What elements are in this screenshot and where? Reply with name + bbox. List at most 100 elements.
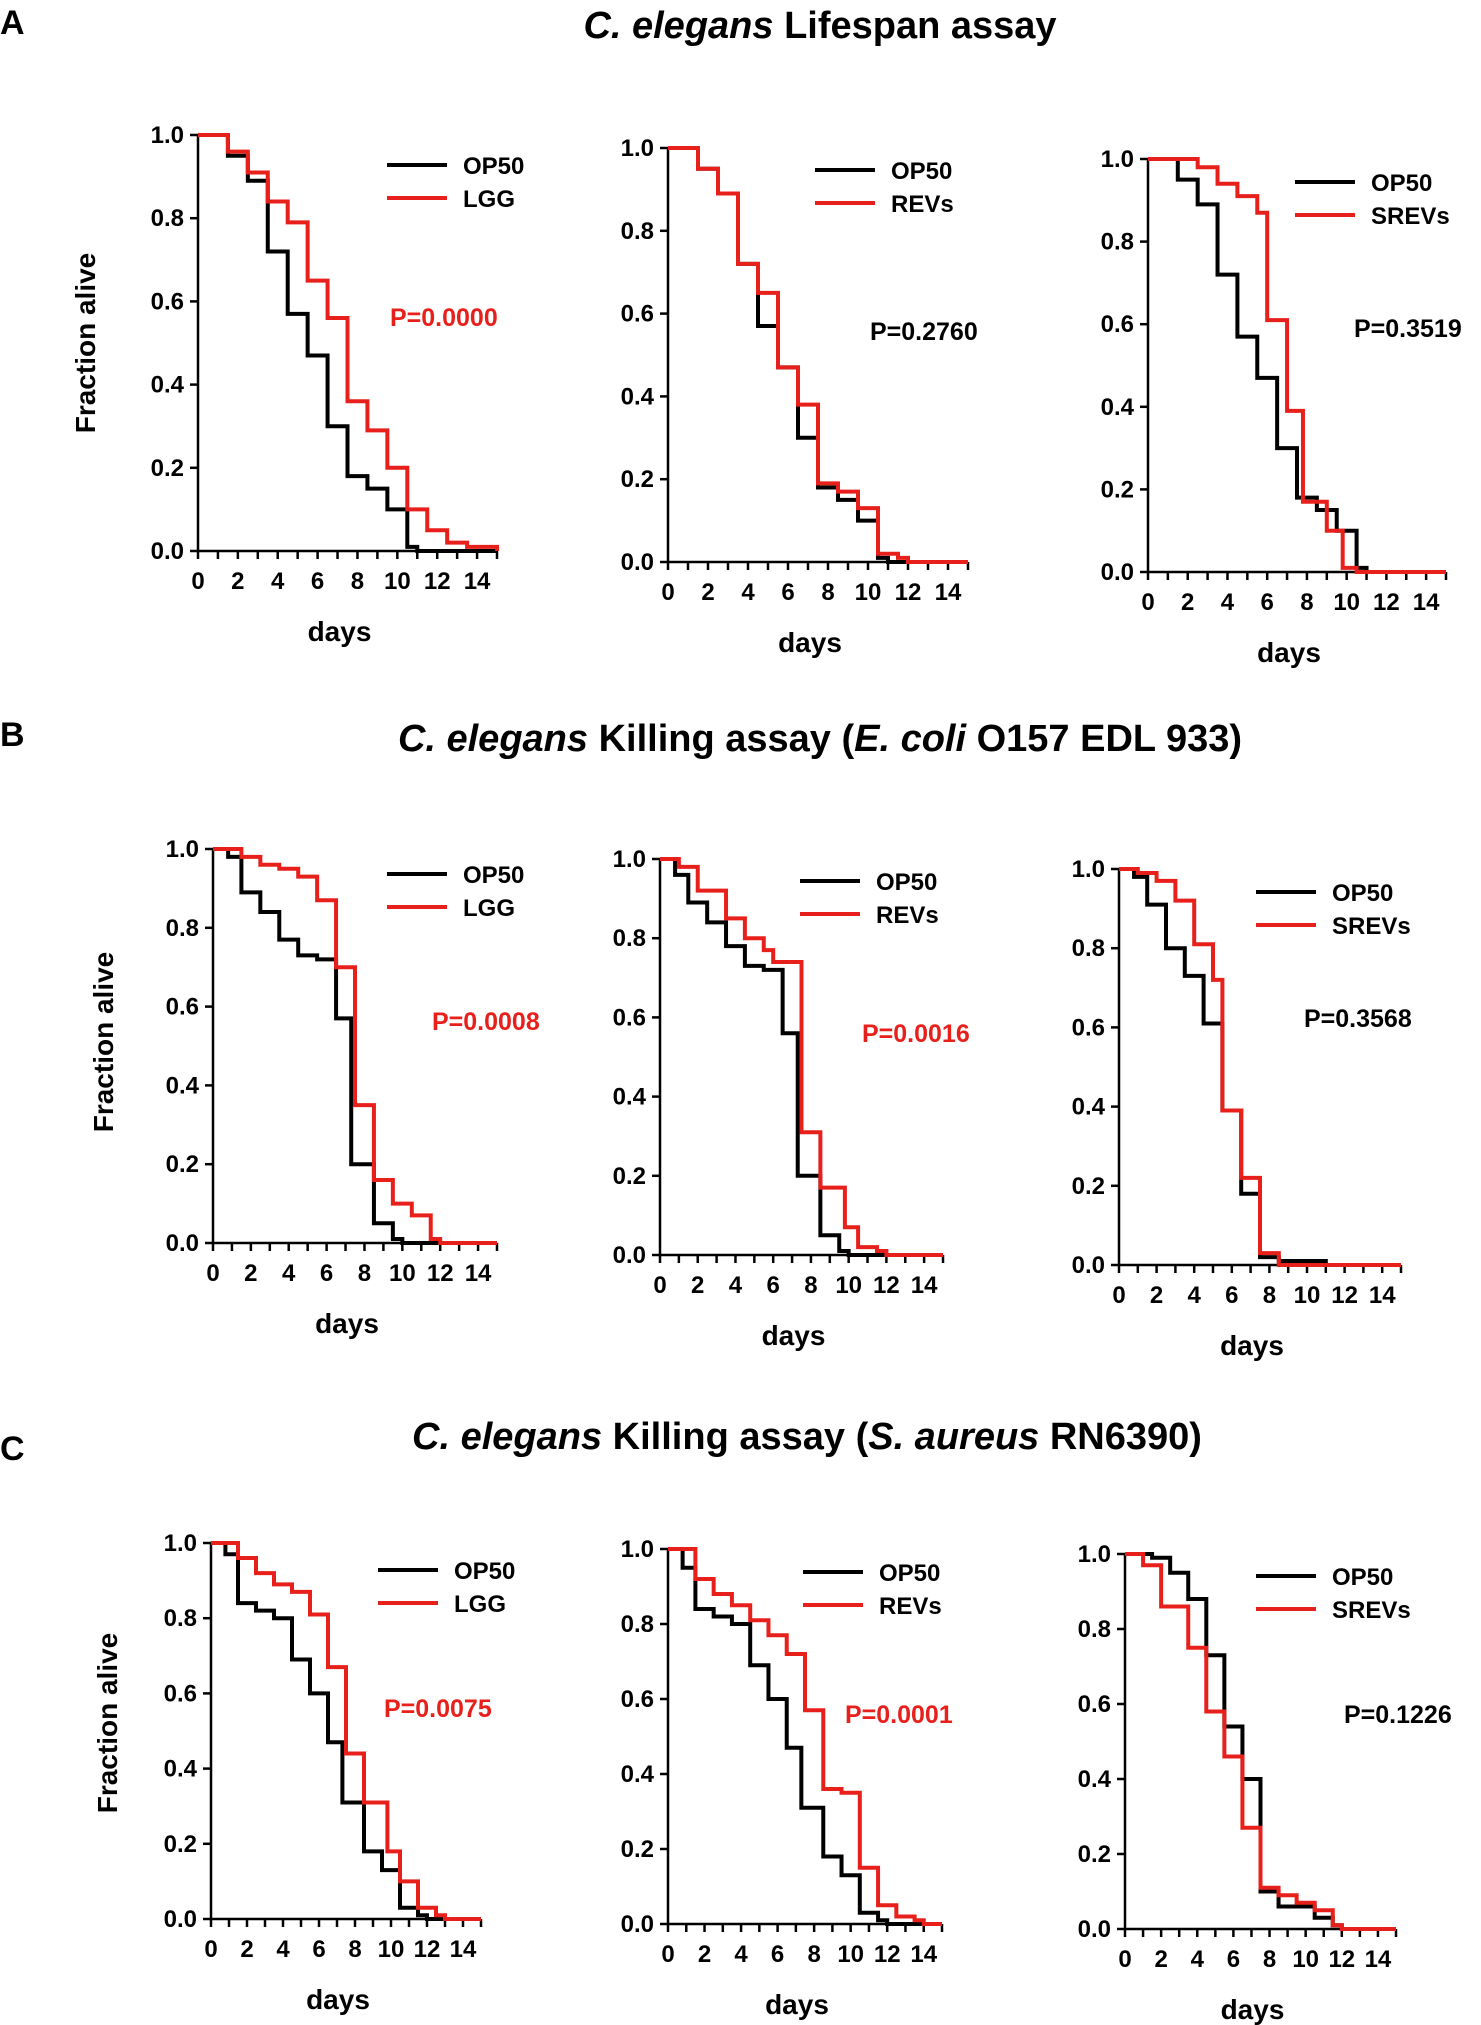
- y-tick-label: 0.2: [621, 466, 654, 493]
- chart-a1: 0.0 0.2 0.4 0.6 0.8 1.0 0 2 4 6 8 10 12 14 days Fractio…: [70, 122, 524, 647]
- y-tick-label: 0.0: [1078, 1916, 1111, 1943]
- x-tick-label: 2: [691, 1272, 704, 1299]
- x-axis-label: days: [778, 627, 842, 658]
- y-tick-label: 0.6: [613, 1004, 646, 1031]
- legend-label-op50: OP50: [454, 1558, 515, 1585]
- x-tick-label: 14: [1365, 1946, 1392, 1973]
- x-tick-label: 14: [465, 1260, 492, 1287]
- p-value-label: P=0.2760: [870, 318, 978, 346]
- legend-label-op50: OP50: [1371, 170, 1432, 197]
- y-tick-label: 0.4: [1101, 394, 1135, 421]
- y-tick-label: 0.2: [164, 1831, 197, 1858]
- x-tick-label: 4: [276, 1936, 290, 1963]
- p-value-label: P=0.0008: [432, 1008, 540, 1036]
- x-tick-label: 8: [807, 1941, 820, 1968]
- x-tick-label: 6: [1261, 589, 1274, 616]
- y-tick-label: 0.2: [1101, 476, 1134, 503]
- x-tick-label: 6: [311, 568, 324, 595]
- y-tick-label: 0.0: [1072, 1252, 1105, 1279]
- x-tick-label: 14: [911, 1272, 938, 1299]
- y-tick-label: 0.0: [621, 1911, 654, 1938]
- x-tick-label: 8: [804, 1272, 817, 1299]
- survival-curve-revs: [668, 1547, 942, 1926]
- x-tick-label: 12: [1331, 1282, 1358, 1309]
- x-tick-label: 0: [1112, 1282, 1125, 1309]
- y-tick-label: 0.6: [166, 994, 199, 1021]
- x-tick-label: 6: [767, 1272, 780, 1299]
- x-axis-label: days: [308, 616, 372, 647]
- chart-a2: 0.0 0.2 0.4 0.6 0.8 1.0 0 2 4 6 8 10 12 14 days OP50 REV…: [621, 135, 978, 658]
- section-title-part: S. aureus: [868, 1416, 1039, 1458]
- y-axis-label: Fraction alive: [92, 1633, 123, 1814]
- y-tick-label: 0.0: [621, 549, 654, 576]
- legend-label-op50: OP50: [463, 153, 524, 180]
- x-tick-label: 2: [698, 1941, 711, 1968]
- y-tick-label: 0.4: [151, 372, 185, 399]
- y-tick-label: 0.8: [164, 1605, 197, 1632]
- x-tick-label: 0: [1141, 589, 1154, 616]
- x-axis-label: days: [1257, 637, 1321, 668]
- x-tick-label: 4: [271, 568, 285, 595]
- x-tick-label: 2: [244, 1260, 257, 1287]
- chart-c3: 0.0 0.2 0.4 0.6 0.8 1.0 0 2 4 6 8 10 12 14 days OP50 SRE…: [1078, 1541, 1452, 2025]
- x-tick-label: 6: [312, 1936, 325, 1963]
- x-tick-label: 12: [1373, 589, 1400, 616]
- y-tick-label: 1.0: [164, 1530, 197, 1557]
- x-tick-label: 6: [1227, 1946, 1240, 1973]
- survival-charts: 0.00.20.40.60.81.00 2 4 6 8 10 12 14daysFractio…: [70, 122, 1462, 2025]
- chart-b1: 0.0 0.2 0.4 0.6 0.8 1.0 0 2 4 6 8 10 12 14 days Fractio…: [88, 836, 540, 1339]
- p-value-label: P=0.0016: [862, 1020, 970, 1048]
- y-tick-label: 0.4: [621, 383, 655, 410]
- legend-label-op50: OP50: [1332, 1564, 1393, 1591]
- survival-curve-lgg: [198, 133, 499, 551]
- y-tick-label: 1.0: [151, 122, 184, 149]
- legend-label-op50: OP50: [1332, 880, 1393, 907]
- y-tick-label: 0.6: [1101, 311, 1134, 338]
- p-value-label: P=0.3519: [1354, 315, 1462, 343]
- y-tick-label: 1.0: [613, 846, 646, 873]
- y-tick-label: 0.4: [613, 1084, 647, 1111]
- y-tick-label: 0.4: [166, 1072, 200, 1099]
- legend-label-srevs: SREVs: [1332, 913, 1411, 940]
- y-tick-label: 0.6: [621, 301, 654, 328]
- survival-curve-op50: [211, 1541, 481, 1921]
- legend-label-lgg: LGG: [454, 1591, 506, 1618]
- legend-label-lgg: LGG: [463, 186, 515, 213]
- x-tick-label: 10: [855, 579, 882, 606]
- chart-b3: 0.0 0.2 0.4 0.6 0.8 1.0 0 2 4 6 8 10 12 14 days OP50 SRE…: [1072, 856, 1412, 1361]
- section-title-part: Killing assay (: [602, 1416, 868, 1458]
- legend-label-revs: REVs: [876, 902, 939, 929]
- x-tick-label: 12: [427, 1260, 454, 1287]
- legend-label-revs: REVs: [891, 191, 954, 218]
- y-tick-label: 0.2: [1072, 1173, 1105, 1200]
- y-tick-label: 0.4: [621, 1761, 655, 1788]
- y-tick-label: 0.6: [1072, 1014, 1105, 1041]
- x-tick-label: 0: [191, 568, 204, 595]
- x-tick-label: 8: [1263, 1946, 1276, 1973]
- x-tick-label: 6: [320, 1260, 333, 1287]
- legend-label-op50: OP50: [891, 158, 952, 185]
- x-tick-label: 12: [873, 1272, 900, 1299]
- section-title-part: O157 EDL 933): [966, 718, 1242, 760]
- x-tick-label: 14: [935, 579, 962, 606]
- x-tick-label: 14: [1413, 589, 1440, 616]
- survival-curve-op50: [213, 847, 497, 1245]
- x-tick-label: 12: [874, 1941, 901, 1968]
- panel-letter-b: B: [0, 716, 25, 754]
- chart-c1: 0.0 0.2 0.4 0.6 0.8 1.0 0 2 4 6 8 10 12 14 days Fractio…: [92, 1530, 515, 2015]
- x-tick-label: 0: [661, 579, 674, 606]
- x-tick-label: 0: [204, 1936, 217, 1963]
- y-tick-label: 0.2: [613, 1163, 646, 1190]
- section-title-b: C. elegans Killing assay (E. coli O157 E…: [398, 718, 1242, 760]
- section-title-part: RN6390): [1039, 1416, 1202, 1458]
- y-tick-label: 0.8: [151, 205, 184, 232]
- x-tick-label: 8: [1263, 1282, 1276, 1309]
- y-axis-label: Fraction alive: [88, 952, 119, 1133]
- x-tick-label: 10: [837, 1941, 864, 1968]
- legend-label-srevs: SREVs: [1332, 1597, 1411, 1624]
- p-value-label: P=0.0001: [845, 1701, 953, 1729]
- x-tick-label: 10: [1292, 1946, 1319, 1973]
- y-tick-label: 1.0: [621, 135, 654, 162]
- panel-letter-c: C: [0, 1430, 25, 1468]
- p-value-label: P=0.0000: [390, 304, 498, 332]
